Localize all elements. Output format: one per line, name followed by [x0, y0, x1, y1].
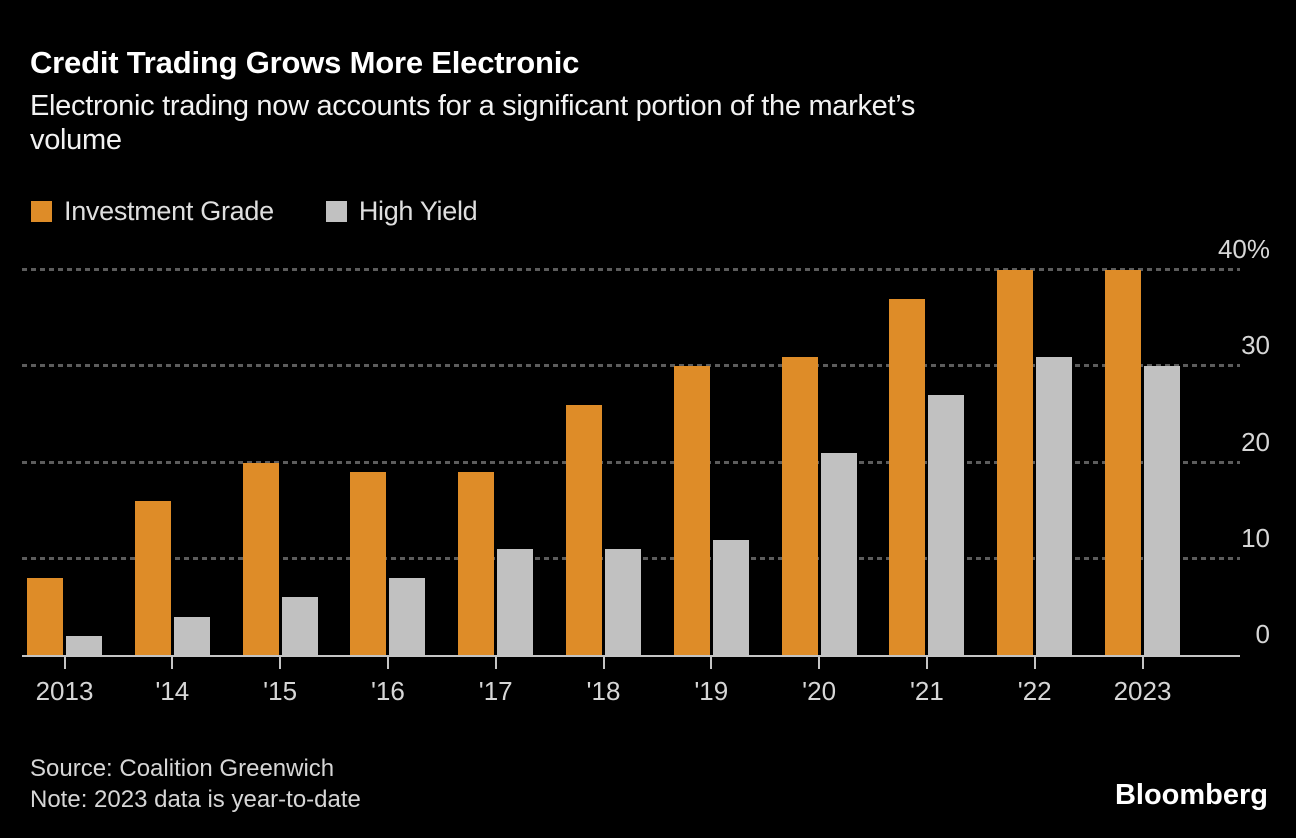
bar-investment-grade-18	[566, 404, 602, 655]
legend-item-high-yield: High Yield	[325, 196, 478, 227]
chart-footer: Source: Coalition Greenwich Note: 2023 d…	[30, 753, 361, 815]
y-axis-label-0: 0	[1255, 619, 1270, 649]
x-axis-label-20: '20	[802, 676, 837, 706]
x-axis-tick-19	[710, 655, 713, 669]
plot-area: 0 10 20 30 40% 2013 '14 '15 '16 '17 '18 '19 '20 '21 '2…	[22, 236, 1270, 706]
bar-investment-grade-14	[134, 501, 171, 655]
x-axis-label-17: '17	[478, 676, 513, 706]
x-axis-tick-17	[494, 655, 497, 669]
bloomberg-logo: Bloomberg	[1114, 779, 1268, 811]
subtitle-line-1: Electronic trading now accounts for a si…	[30, 90, 916, 122]
y-axis-label-30: 30	[1241, 330, 1270, 361]
bar-investment-grade-15	[242, 462, 279, 655]
bar-investment-grade-2013	[27, 578, 63, 655]
bar-high-yield-17	[497, 549, 534, 655]
gridline-40	[22, 268, 1240, 271]
x-axis-tick-16	[386, 655, 389, 669]
bar-investment-grade-16	[350, 472, 387, 655]
x-axis-label-18: '18	[586, 676, 621, 706]
x-axis-label-16: '16	[370, 676, 405, 706]
x-axis-baseline	[22, 655, 1240, 657]
legend-item-investment-grade: Investment Grade	[31, 196, 274, 227]
x-axis-tick-22	[1033, 655, 1036, 669]
bar-high-yield-2013	[66, 635, 102, 655]
x-axis-label-2023: 2023	[1113, 676, 1172, 706]
gridline-20	[22, 460, 1240, 464]
source-text: Source: Coalition Greenwich	[30, 755, 335, 782]
bar-investment-grade-17	[458, 472, 495, 655]
bar-high-yield-20	[820, 452, 857, 655]
bar-investment-grade-22	[997, 270, 1034, 655]
y-axis-label-20: 20	[1241, 426, 1270, 457]
x-axis-label-22: '22	[1017, 676, 1052, 706]
subtitle-line-2: volume	[30, 124, 122, 156]
bar-investment-grade-20	[781, 356, 818, 655]
chart-header: Credit Trading Grows More Electronic Ele…	[30, 44, 1270, 157]
note-text: Note: 2023 data is year-to-date	[30, 786, 361, 813]
x-axis-tick-20	[818, 655, 821, 669]
bar-investment-grade-19	[673, 366, 710, 655]
bar-investment-grade-2023	[1105, 270, 1141, 655]
x-axis-tick-2023	[1141, 655, 1144, 669]
y-axis-label-40: 40%	[1217, 234, 1270, 264]
legend-swatch-investment-grade	[31, 201, 52, 222]
x-axis-tick-14	[171, 655, 174, 669]
page-title: Credit Trading Grows More Electronic	[30, 45, 580, 80]
x-axis-label-15: '15	[263, 676, 298, 706]
legend-label-high-yield: High Yield	[358, 196, 478, 226]
x-axis-label-2013: 2013	[35, 676, 94, 706]
page-subtitle: Electronic trading now accounts for a si…	[30, 89, 1270, 157]
x-axis-tick-2013	[63, 655, 66, 669]
x-axis-label-21: '21	[909, 676, 944, 706]
chart-legend: Investment Grade High Yield	[31, 196, 478, 227]
bar-high-yield-19	[712, 539, 749, 655]
x-axis-tick-15	[279, 655, 282, 669]
y-axis-label-10: 10	[1241, 522, 1270, 553]
bar-high-yield-18	[605, 549, 641, 655]
x-axis-tick-18	[602, 655, 605, 669]
bar-high-yield-16	[389, 578, 426, 655]
bar-investment-grade-21	[889, 298, 926, 655]
x-axis-label-14: '14	[155, 676, 190, 706]
legend-label-investment-grade: Investment Grade	[64, 196, 274, 226]
x-axis-tick-21	[925, 655, 928, 669]
bar-high-yield-21	[928, 395, 965, 655]
bar-high-yield-2023	[1144, 366, 1180, 655]
bar-high-yield-22	[1036, 356, 1073, 655]
gridline-30	[22, 364, 1240, 368]
legend-swatch-high-yield	[325, 201, 347, 222]
x-axis-label-19: '19	[694, 676, 729, 706]
bar-high-yield-15	[281, 597, 318, 655]
bar-high-yield-14	[173, 616, 210, 655]
